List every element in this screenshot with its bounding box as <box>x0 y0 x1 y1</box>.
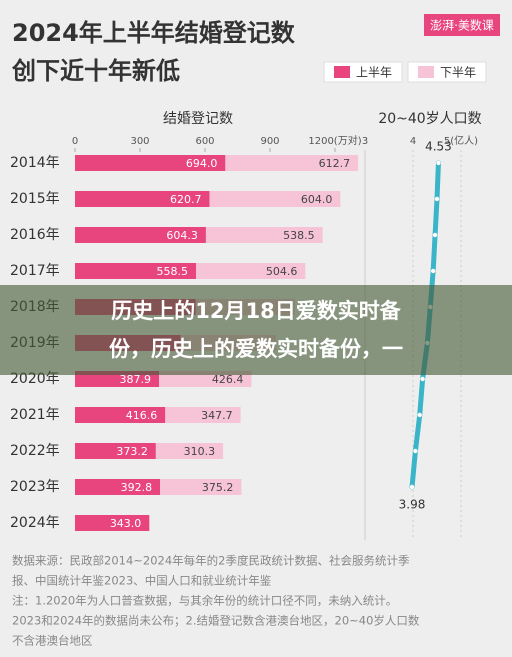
legend-swatch <box>334 66 350 78</box>
bar <box>75 191 210 207</box>
y-tick-label: 2024年 <box>10 515 60 531</box>
footnote: 2023和2024年的数据尚未公布；2.结婚登记数含港澳台地区，20~40岁人口… <box>12 614 420 628</box>
legend-swatch <box>418 66 434 78</box>
data-label: 392.8 <box>121 481 153 494</box>
point <box>436 160 441 166</box>
point <box>430 268 436 274</box>
y-tick-label: 2021年 <box>10 407 60 423</box>
point <box>417 412 422 418</box>
y-tick-label: 2016年 <box>10 227 60 243</box>
data-label: 504.6 <box>266 265 298 278</box>
banner-text: 份，历史上的爱数实时备份，一 <box>109 337 403 361</box>
footnote: 报、中国统计年鉴2023、中国人口和就业统计年鉴 <box>12 574 272 588</box>
logo-box <box>424 14 500 36</box>
data-label: 375.2 <box>202 481 234 494</box>
data-label: 558.5 <box>157 265 189 278</box>
data-label: 387.9 <box>120 373 152 386</box>
legend-label: 上半年 <box>356 66 392 80</box>
x-tick-label: 1200(万对) <box>308 134 361 147</box>
data-label: 694.0 <box>186 157 218 170</box>
bar <box>209 191 341 207</box>
data-label: 373.2 <box>116 445 148 458</box>
data-label: 538.5 <box>283 229 315 242</box>
bar <box>75 155 226 171</box>
data-label: 4.53 <box>425 140 452 154</box>
y-tick-label: 2022年 <box>10 443 60 459</box>
x-tick-label: 5(亿人) <box>444 134 478 147</box>
bar <box>75 263 197 279</box>
x-tick-label: 3 <box>362 136 368 147</box>
y-tick-label: 2017年 <box>10 263 60 279</box>
x-tick-label: 0 <box>72 136 78 147</box>
bar <box>155 443 224 459</box>
bar <box>75 443 156 459</box>
bar <box>165 407 241 423</box>
data-label: 343.0 <box>110 517 142 530</box>
footnote: 不含港澳台地区 <box>12 634 93 648</box>
data-label: 620.7 <box>170 193 202 206</box>
x-tick-label: 600 <box>195 136 214 147</box>
legend-label: 下半年 <box>440 66 476 80</box>
x-tick-label: 300 <box>130 136 149 147</box>
data-label: 416.6 <box>126 409 158 422</box>
point <box>413 448 418 454</box>
bar <box>205 227 323 243</box>
banner-overlay <box>0 285 512 375</box>
point <box>409 484 415 490</box>
bar <box>75 407 166 423</box>
data-label: 604.0 <box>301 193 333 206</box>
data-label: 604.3 <box>166 229 198 242</box>
bar <box>225 155 359 171</box>
bar <box>75 227 206 243</box>
title-line: 2024年上半年结婚登记数 <box>12 19 296 47</box>
point <box>420 376 425 382</box>
bar <box>196 263 306 279</box>
footnote: 注：1.2020年为人口普查数据，与其余年份的统计口径不同，未纳入统计。 <box>12 594 397 608</box>
chart-subtitle: 20~40岁人口数 <box>378 111 481 127</box>
footnote: 数据来源：民政部2014~2024年每年的2季度民政统计数据、社会服务统计季 <box>12 554 410 568</box>
banner-text: 历史上的12月18日爱数实时备 <box>111 299 401 323</box>
bar <box>75 479 161 495</box>
data-label: 3.98 <box>399 498 426 512</box>
title-line: 创下近十年新低 <box>11 57 180 85</box>
data-label: 612.7 <box>319 157 351 170</box>
data-label: 310.3 <box>184 445 216 458</box>
y-tick-label: 2023年 <box>10 479 60 495</box>
logo: 澎湃·美数课 <box>430 18 494 33</box>
point <box>434 196 440 202</box>
data-label: 426.4 <box>212 373 244 386</box>
chart-subtitle: 结婚登记数 <box>163 111 233 127</box>
y-tick-label: 2014年 <box>10 155 60 171</box>
y-tick-label: 2015年 <box>10 191 60 207</box>
x-tick-label: 900 <box>260 136 279 147</box>
bar <box>160 479 242 495</box>
x-tick-label: 4 <box>410 136 416 147</box>
bar <box>75 515 150 531</box>
data-label: 347.7 <box>201 409 233 422</box>
point <box>432 232 438 238</box>
